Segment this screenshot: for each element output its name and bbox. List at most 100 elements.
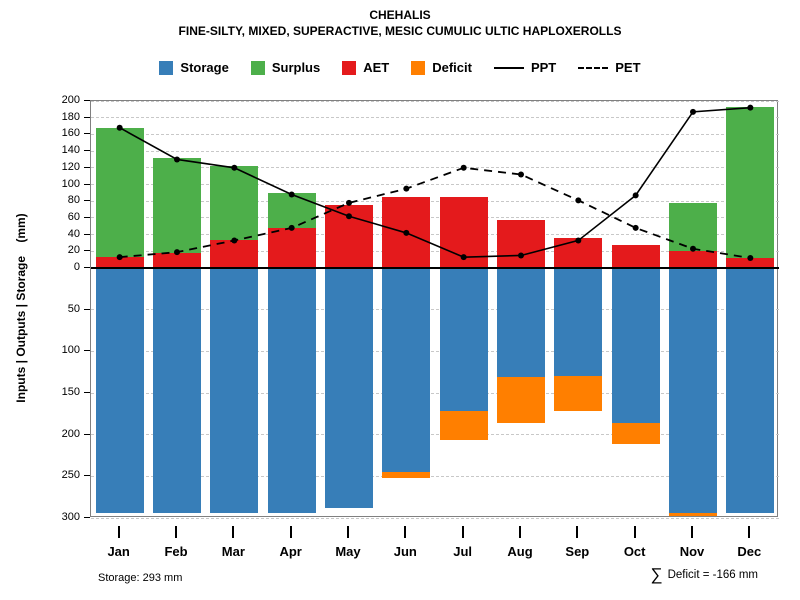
pet-point: [403, 185, 410, 192]
grid-line: [91, 434, 779, 436]
legend-swatch-surplus: [250, 60, 265, 75]
ppt-point: [231, 164, 238, 171]
y-tick-label: 250: [61, 469, 80, 482]
y-tick-mark: [84, 116, 90, 118]
bar-deficit-nov: [669, 513, 717, 516]
grid-line: [91, 517, 779, 519]
y-tick-label: 200: [61, 427, 80, 440]
y-tick-mark: [84, 100, 90, 101]
y-tick-label: 60: [67, 210, 80, 223]
x-tick-mark: [404, 526, 407, 538]
legend-item-ppt: PPT: [493, 60, 556, 75]
bar-aet-jan: [95, 257, 144, 268]
y-tick-label: 120: [61, 160, 80, 173]
month-label-feb: Feb: [164, 544, 188, 559]
bar-storage-jan: [95, 269, 144, 514]
pet-point: [747, 254, 754, 261]
y-tick-label: 200: [61, 94, 80, 106]
grid-line: [91, 350, 779, 352]
pet-point: [116, 254, 123, 261]
month-label-dec: Dec: [737, 544, 762, 559]
month-label-nov: Nov: [679, 544, 705, 559]
legend-item-pet: PET: [578, 60, 641, 75]
grid-line: [91, 250, 779, 252]
grid-line: [91, 184, 779, 185]
bar-aet-apr: [267, 227, 316, 268]
legend-swatch-aet: [342, 60, 357, 75]
x-tick-mark: [691, 526, 693, 538]
month-label-oct: Oct: [623, 544, 646, 559]
y-tick-mark: [84, 250, 90, 252]
legend-label: Deficit: [432, 60, 472, 75]
bar-deficit-jul: [439, 410, 488, 440]
y-tick-mark: [84, 200, 90, 202]
y-axis-label: Inputs | Outputs | Storage (mm): [14, 213, 28, 403]
legend-item-surplus: Surplus: [250, 60, 320, 75]
bar-storage-jul: [439, 269, 488, 411]
bar-storage-mar: [210, 269, 259, 514]
bar-storage-may: [325, 269, 373, 509]
legend-item-deficit: Deficit: [411, 60, 472, 75]
ppt-point: [460, 254, 467, 261]
y-tick-mark: [84, 475, 90, 477]
y-tick-label: 160: [61, 127, 80, 140]
bar-storage-dec: [726, 269, 775, 514]
legend-item-storage: Storage: [159, 60, 229, 75]
month-label-mar: Mar: [221, 544, 245, 559]
sigma-icon: ∑: [650, 565, 663, 584]
grid-line: [91, 100, 779, 102]
bar-surplus-apr: [267, 192, 316, 228]
pet-point: [288, 224, 295, 231]
bar-storage-nov: [669, 269, 717, 514]
y-tick-mark: [84, 133, 90, 135]
ppt-line: [119, 106, 751, 258]
pet-point: [174, 249, 180, 256]
x-tick-mark: [117, 526, 120, 538]
bar-storage-jun: [382, 269, 431, 472]
y-tick-mark: [84, 166, 90, 168]
bar-surplus-feb: [153, 157, 201, 253]
grid-line: [91, 217, 779, 219]
x-tick-mark: [748, 526, 751, 538]
bar-aet-aug: [497, 220, 545, 268]
bar-aet-oct: [611, 245, 660, 268]
x-tick-mark: [461, 526, 464, 538]
month-label-sep: Sep: [565, 544, 590, 559]
x-tick-mark: [175, 526, 177, 538]
ppt-point: [346, 213, 352, 220]
grid-line: [91, 117, 779, 119]
x-tick-mark: [576, 526, 579, 538]
grid-line: [91, 309, 779, 311]
y-tick-mark: [84, 267, 90, 268]
bar-deficit-aug: [497, 377, 545, 424]
y-tick-label: 140: [61, 144, 80, 157]
y-tick-mark: [84, 517, 90, 518]
bar-aet-feb: [153, 252, 201, 268]
y-tick-label: 40: [67, 227, 80, 240]
month-label-aug: Aug: [507, 544, 533, 559]
grid-line: [91, 392, 779, 394]
legend-line-pet: [578, 66, 609, 69]
grid-line: [91, 234, 779, 236]
line-series-layer: [116, 104, 754, 261]
x-tick-mark: [289, 526, 292, 538]
pet-point: [231, 237, 238, 244]
grid-line: [91, 475, 779, 477]
grid-line: [91, 167, 779, 169]
pet-point: [575, 197, 582, 204]
ppt-point: [116, 124, 123, 131]
x-tick-mark: [633, 526, 636, 538]
bar-surplus-nov: [669, 202, 717, 252]
bar-aet-nov: [669, 251, 717, 268]
bar-surplus-dec: [726, 106, 775, 258]
ppt-point: [518, 252, 524, 259]
y-tick-mark: [84, 233, 90, 235]
pet-point: [460, 164, 467, 171]
y-tick-mark: [84, 392, 90, 393]
y-tick-label: 100: [61, 177, 80, 190]
pet-point: [632, 224, 639, 231]
ppt-point: [174, 156, 180, 163]
ppt-point: [575, 237, 582, 244]
storage-annotation: Storage: 293 mm: [98, 572, 183, 584]
